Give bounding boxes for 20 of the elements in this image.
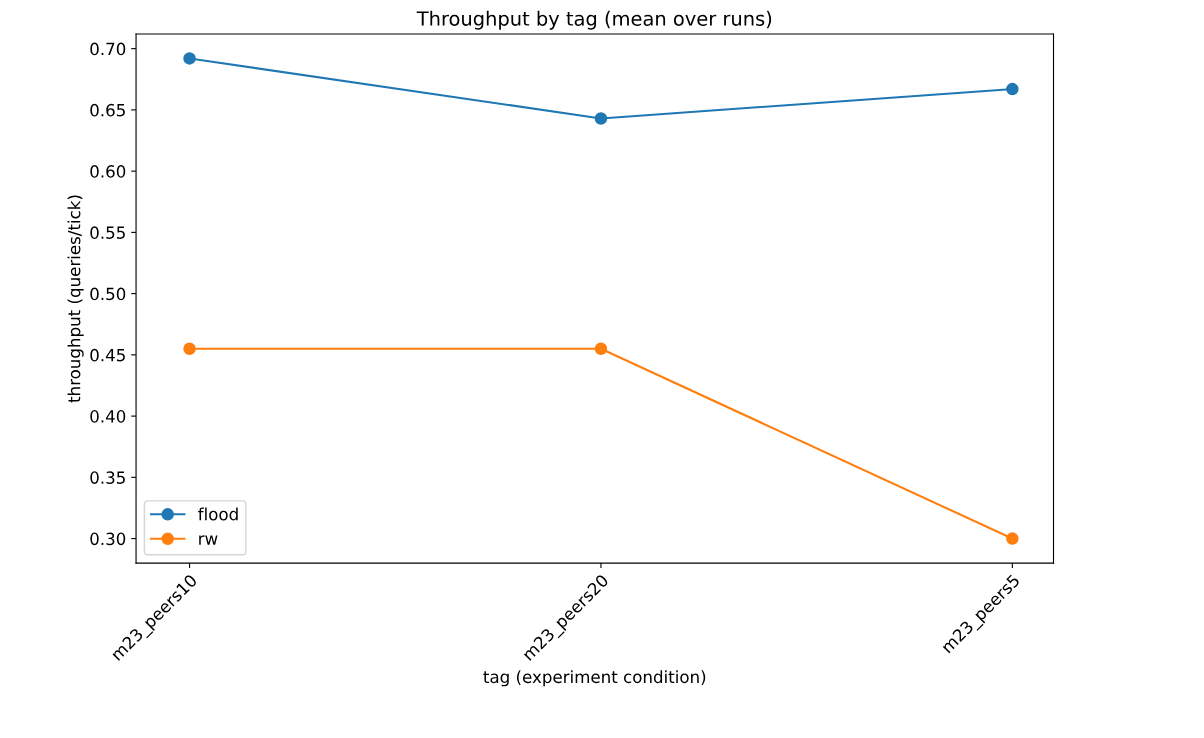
point: [594, 112, 608, 125]
y-tick-label: 0.55: [90, 226, 125, 239]
y-tick-label: 0.40: [90, 410, 126, 423]
point: [1006, 82, 1019, 96]
point: [183, 342, 196, 355]
y-tick-label: 0.45: [90, 348, 125, 362]
y-tick-label: 0.60: [90, 165, 126, 178]
y-tick-label: 0.50: [90, 287, 126, 301]
y-tick-label: 0.30: [90, 532, 126, 546]
point: [594, 342, 608, 355]
chart-title: Throughput by tag (mean over runs): [416, 10, 772, 30]
point: [183, 52, 196, 65]
point: [1006, 532, 1019, 545]
y-tick-label: 0.70: [90, 42, 126, 56]
legend-label: flood: [198, 507, 238, 521]
legend-label: rw: [199, 535, 218, 545]
y-tick-label: 0.65: [90, 103, 125, 117]
y-tick-label: 0.35: [90, 471, 125, 484]
x-axis-title: tag (experiment condition): [483, 670, 706, 687]
y-axis-title: throughput (queries/tick): [67, 195, 84, 403]
